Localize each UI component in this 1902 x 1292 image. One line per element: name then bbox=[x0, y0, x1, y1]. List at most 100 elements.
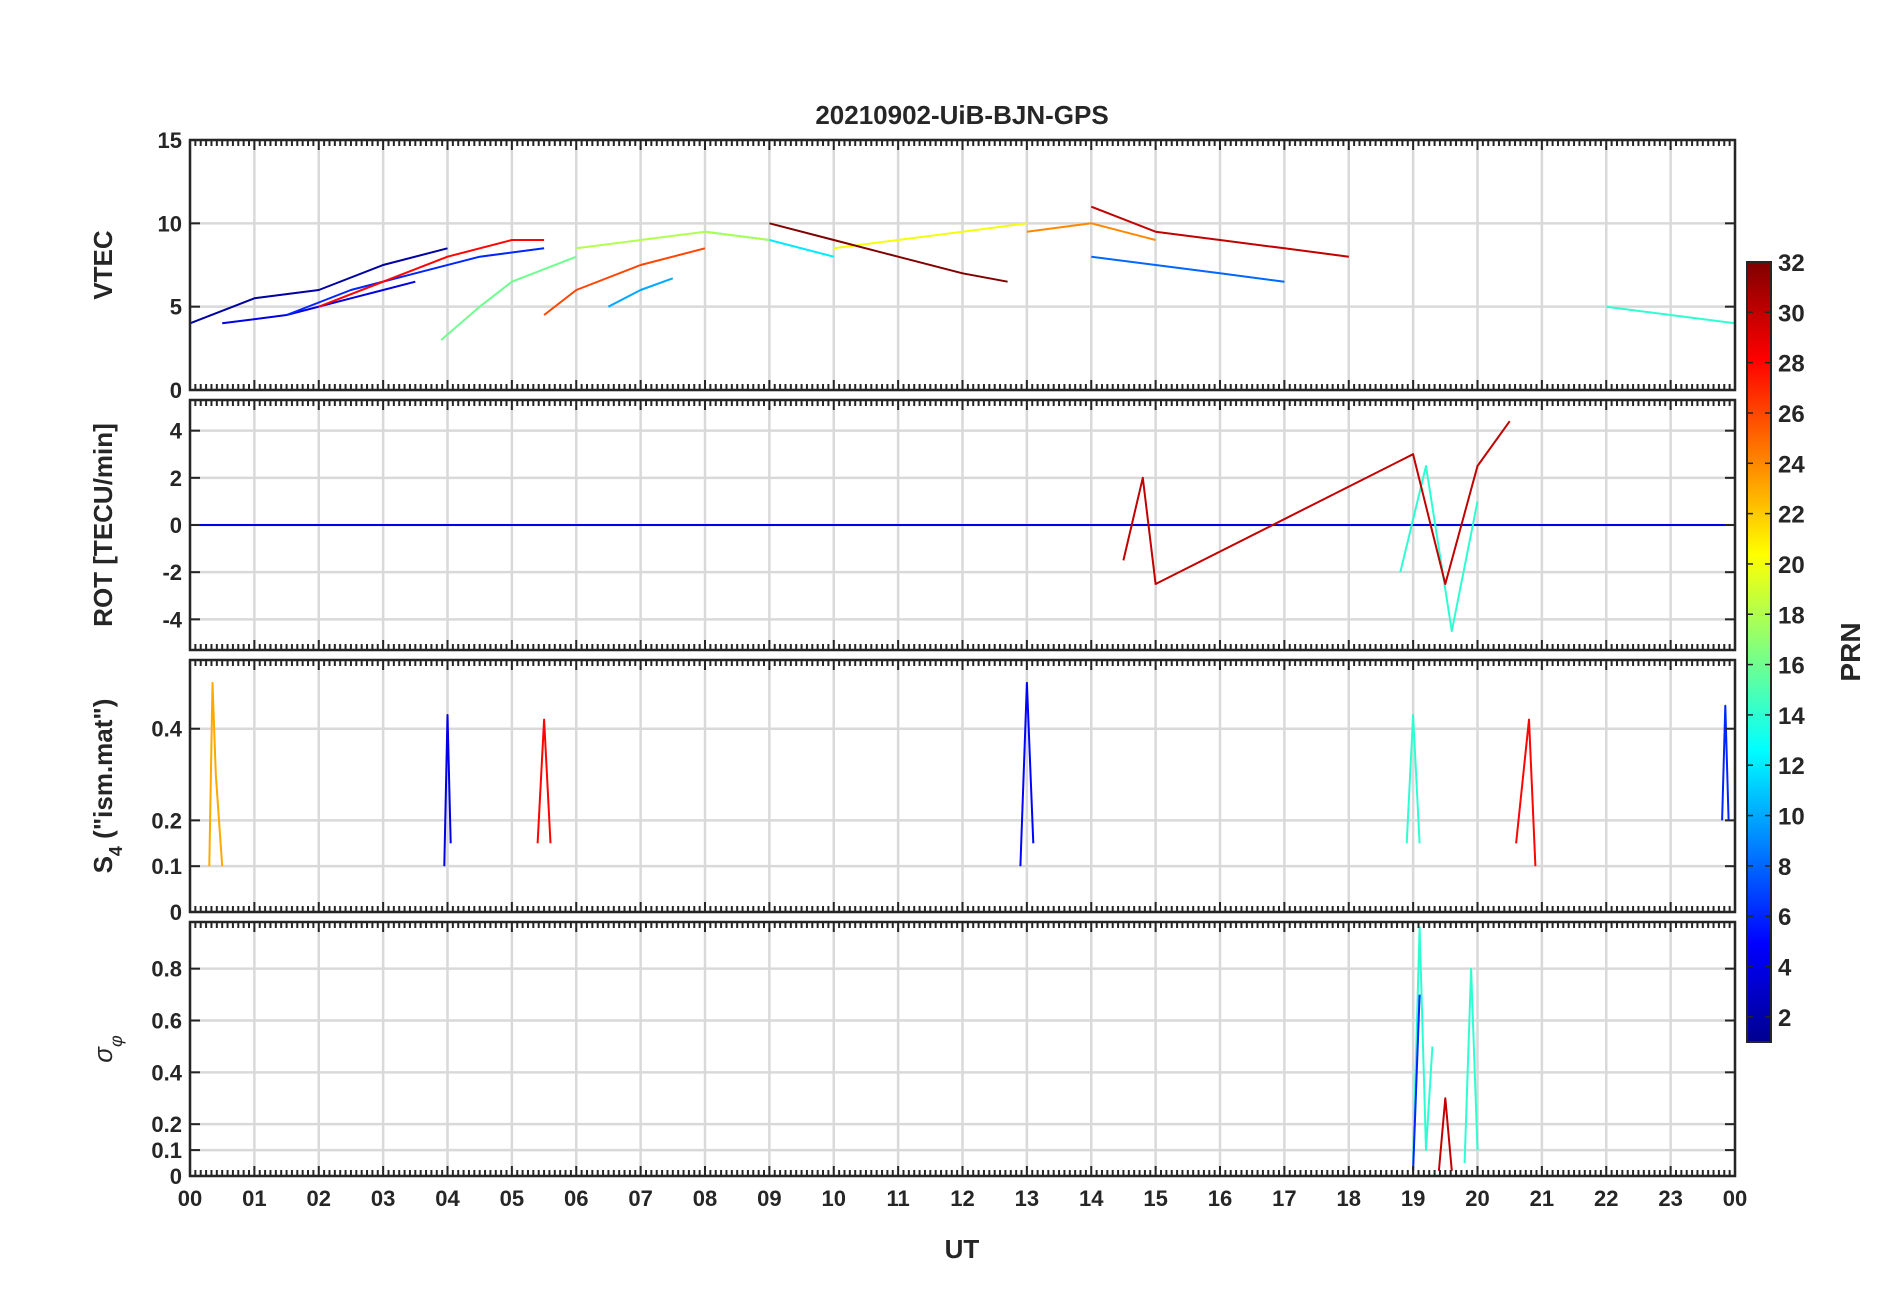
series-prn-28 bbox=[536, 718, 552, 844]
x-tick-label: 16 bbox=[1208, 1186, 1232, 1211]
series-prn-28 bbox=[1515, 718, 1537, 867]
series-prn-30 bbox=[1090, 205, 1349, 258]
colorbar-tick-label: 20 bbox=[1778, 552, 1805, 579]
series-prn-5 bbox=[1019, 681, 1035, 867]
y-label-sub: 4 bbox=[106, 846, 126, 856]
y-axis-label-s4: S4 ("ism.mat") bbox=[88, 699, 126, 874]
x-tick-label: 20 bbox=[1465, 1186, 1489, 1211]
colorbar-gradient bbox=[1746, 261, 1772, 1043]
y-tick-label: 0.2 bbox=[151, 1112, 182, 1137]
series-group bbox=[190, 420, 1735, 633]
y-axis-label-sigma_phi: σφ bbox=[88, 1035, 126, 1063]
colorbar-tick-label: 32 bbox=[1778, 250, 1805, 277]
y-label-main: S bbox=[88, 856, 118, 873]
x-tick-label: 00 bbox=[1723, 1186, 1747, 1211]
series-prn-14 bbox=[1463, 967, 1479, 1164]
y-tick-label: 0.6 bbox=[151, 1008, 182, 1033]
x-tick-label: 18 bbox=[1337, 1186, 1361, 1211]
y-tick-label: 0 bbox=[170, 378, 182, 403]
series-group bbox=[1412, 926, 1479, 1171]
y-tick-label: 0.8 bbox=[151, 957, 182, 982]
series-prn-14 bbox=[1606, 305, 1735, 325]
colorbar-tick-label: 22 bbox=[1778, 502, 1805, 529]
colorbar-tick-label: 8 bbox=[1778, 854, 1791, 881]
series-prn-10 bbox=[607, 277, 674, 308]
y-tick-label: 0.1 bbox=[151, 1138, 182, 1163]
series-prn-6 bbox=[1412, 994, 1421, 1171]
y-tick-label: 4 bbox=[170, 419, 183, 444]
colorbar-tick-label: 28 bbox=[1778, 351, 1805, 378]
x-tick-labels: 00 01 02 03 04 05 06 07 08 09 10 11 12 13 14 15 16 17 18 19… bbox=[178, 1186, 1747, 1211]
x-tick-label: 12 bbox=[950, 1186, 974, 1211]
colorbar-tick-label: 4 bbox=[1778, 955, 1792, 982]
chart-title: 20210902-UiB-BJN-GPS bbox=[815, 100, 1108, 130]
series-prn-26 bbox=[543, 247, 706, 316]
series-prn-14 bbox=[1399, 465, 1479, 633]
y-tick-label: -4 bbox=[162, 607, 182, 632]
series-group bbox=[190, 205, 1735, 341]
y-tick-label: -2 bbox=[162, 560, 182, 585]
x-tick-label: 11 bbox=[886, 1186, 909, 1211]
x-tick-label: 10 bbox=[822, 1186, 846, 1211]
series-prn-4 bbox=[222, 280, 416, 325]
series-prn-6 bbox=[1721, 704, 1730, 821]
colorbar-tick-label: 12 bbox=[1778, 753, 1805, 780]
panel-s4: 0 0.1 0.2 0.4 S4 ("ism.mat") bbox=[88, 658, 1737, 925]
y-tick-label: 0.2 bbox=[151, 808, 182, 833]
colorbar-tick-label: 26 bbox=[1778, 401, 1805, 428]
x-tick-label: 14 bbox=[1079, 1186, 1104, 1211]
series-prn-6 bbox=[286, 247, 545, 316]
x-tick-label: 15 bbox=[1143, 1186, 1167, 1211]
series-prn-30 bbox=[1437, 1097, 1453, 1171]
y-tick-label: 0.4 bbox=[151, 1060, 182, 1085]
colorbar-tick-label: 24 bbox=[1778, 451, 1805, 478]
x-tick-label: 07 bbox=[628, 1186, 652, 1211]
y-tick-label: 2 bbox=[170, 466, 182, 491]
series-group bbox=[208, 681, 1730, 867]
x-tick-label: 04 bbox=[435, 1186, 460, 1211]
series-prn-2 bbox=[190, 247, 448, 325]
x-tick-label: 06 bbox=[564, 1186, 588, 1211]
series-prn-23 bbox=[208, 681, 224, 867]
x-tick-label: 03 bbox=[371, 1186, 395, 1211]
x-tick-label: 02 bbox=[307, 1186, 331, 1211]
series-prn-8 bbox=[1091, 255, 1285, 283]
series-prn-28 bbox=[318, 239, 545, 308]
series-prn-24 bbox=[1026, 222, 1156, 241]
y-tick-label: 15 bbox=[158, 128, 182, 153]
y-tick-label: 10 bbox=[158, 211, 182, 236]
y-tick-label: 0 bbox=[170, 1164, 182, 1189]
x-tick-label: 23 bbox=[1658, 1186, 1682, 1211]
panel-vtec: 0 5 10 15 VTEC bbox=[88, 128, 1737, 403]
x-tick-label: 21 bbox=[1530, 1186, 1554, 1211]
y-tick-label: 0.1 bbox=[151, 854, 182, 879]
y-tick-label: 0 bbox=[170, 900, 182, 925]
x-tick-label: 19 bbox=[1401, 1186, 1425, 1211]
x-tick-label: 09 bbox=[757, 1186, 781, 1211]
y-axis-label-rot: ROT [TECU/min] bbox=[88, 423, 118, 627]
x-tick-label: 13 bbox=[1015, 1186, 1039, 1211]
y-axis-label-vtec: VTEC bbox=[88, 230, 118, 300]
colorbar-tick-label: 16 bbox=[1778, 653, 1805, 680]
colorbar-tick-label: 30 bbox=[1778, 300, 1805, 327]
x-tick-label: 17 bbox=[1272, 1186, 1296, 1211]
x-tick-label: 01 bbox=[242, 1186, 266, 1211]
x-tick-label: 05 bbox=[500, 1186, 524, 1211]
colorbar-label: PRN bbox=[1835, 622, 1866, 681]
colorbar-tick-label: 10 bbox=[1778, 804, 1805, 831]
series-prn-32 bbox=[769, 222, 1008, 283]
x-tick-label: 22 bbox=[1594, 1186, 1618, 1211]
panel-sigma_phi: 00.10.2 0.4 0.6 0.8 σφ bbox=[88, 920, 1737, 1189]
x-tick-label: 00 bbox=[178, 1186, 202, 1211]
series-prn-14 bbox=[1405, 714, 1421, 844]
series-prn-16 bbox=[440, 255, 577, 341]
y-label-rest: ("ism.mat") bbox=[88, 699, 118, 846]
colorbar-tick-label: 18 bbox=[1778, 602, 1805, 629]
colorbar-tick-label: 2 bbox=[1778, 1005, 1791, 1032]
y-tick-label: 5 bbox=[170, 295, 182, 320]
y-tick-label: 0 bbox=[170, 513, 182, 538]
